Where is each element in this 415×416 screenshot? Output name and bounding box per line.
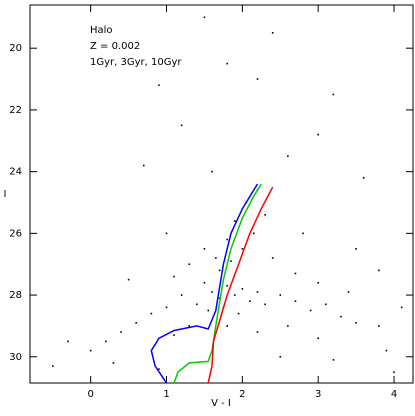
star-point: [279, 355, 282, 358]
y-tick-label: 30: [9, 352, 22, 363]
star-point: [256, 291, 259, 293]
star-point: [203, 16, 206, 19]
star-point: [188, 325, 191, 327]
star-point: [203, 281, 206, 284]
star-point: [362, 177, 365, 179]
plot-frame: [29, 4, 414, 384]
star-point: [226, 238, 228, 241]
star-point: [135, 322, 137, 324]
star-point: [332, 93, 335, 96]
star-point: [264, 303, 266, 306]
star-point: [226, 62, 228, 65]
star-point: [256, 78, 259, 80]
star-point: [355, 247, 357, 250]
star-point: [237, 312, 240, 315]
annotation: Z = 0.002: [90, 41, 140, 52]
star-point: [226, 325, 228, 327]
star-point: [89, 349, 92, 352]
star-point: [211, 291, 213, 293]
star-point: [158, 368, 160, 370]
star-point: [165, 306, 168, 309]
star-point: [51, 365, 54, 367]
star-point: [218, 269, 221, 272]
star-point: [252, 232, 255, 235]
star-point: [249, 300, 251, 303]
star-point: [287, 325, 289, 327]
star-point: [211, 170, 213, 173]
y-tick-label: 24: [9, 167, 22, 178]
y-tick-label: 22: [9, 105, 22, 116]
star-point: [271, 257, 274, 259]
x-tick-label: 2: [239, 389, 245, 400]
star-point: [294, 272, 297, 275]
star-point: [355, 322, 357, 324]
x-axis-label: V - I: [211, 398, 231, 409]
star-point: [347, 291, 350, 293]
star-point: [127, 278, 130, 281]
star-point: [393, 371, 395, 373]
star-point: [215, 257, 217, 259]
star-point: [340, 315, 342, 318]
star-point: [150, 312, 153, 315]
y-axis-label: I: [4, 189, 7, 200]
star-point: [378, 269, 380, 272]
x-tick-label: 3: [315, 389, 321, 400]
star-point: [294, 300, 297, 303]
star-point: [196, 303, 198, 306]
star-point: [142, 164, 145, 167]
star-point: [332, 359, 335, 361]
star-point: [173, 275, 175, 278]
star-point: [112, 362, 115, 364]
x-tick-label: 0: [87, 389, 93, 400]
star-point: [165, 232, 168, 235]
isochrone: [207, 186, 274, 384]
y-tick-label: 28: [9, 290, 22, 301]
y-tick-label: 20: [9, 43, 22, 54]
star-point: [173, 334, 175, 336]
x-tick-label: 1: [163, 389, 169, 400]
star-point: [279, 294, 282, 296]
star-point: [324, 303, 327, 306]
star-point: [287, 155, 289, 157]
star-point: [378, 325, 380, 327]
star-point: [226, 285, 228, 287]
star-point: [302, 232, 304, 235]
star-point: [120, 331, 122, 333]
isochrone: [150, 183, 259, 384]
star-point: [317, 281, 319, 284]
star-point: [230, 260, 232, 262]
star-point: [188, 263, 191, 265]
star-point: [256, 331, 259, 333]
star-point: [271, 31, 274, 34]
star-point: [317, 133, 319, 136]
annotation: 1Gyr, 3Gyr, 10Gyr: [90, 57, 182, 68]
isochrone: [173, 183, 262, 384]
star-point: [207, 309, 210, 312]
star-point: [233, 220, 236, 222]
star-point: [385, 349, 388, 352]
star-point: [241, 288, 244, 290]
star-point: [67, 340, 69, 343]
star-point: [158, 84, 160, 87]
annotation: Halo: [90, 25, 113, 36]
y-tick-label: 26: [9, 228, 22, 239]
star-point: [180, 294, 183, 296]
star-point: [317, 337, 319, 340]
star-point: [400, 306, 403, 309]
star-point: [309, 309, 312, 312]
star-point: [233, 294, 236, 296]
star-point: [105, 340, 107, 343]
star-point: [241, 247, 244, 250]
star-point: [180, 124, 183, 127]
x-tick-label: 4: [391, 389, 397, 400]
star-point: [264, 214, 266, 216]
star-point: [203, 247, 206, 250]
